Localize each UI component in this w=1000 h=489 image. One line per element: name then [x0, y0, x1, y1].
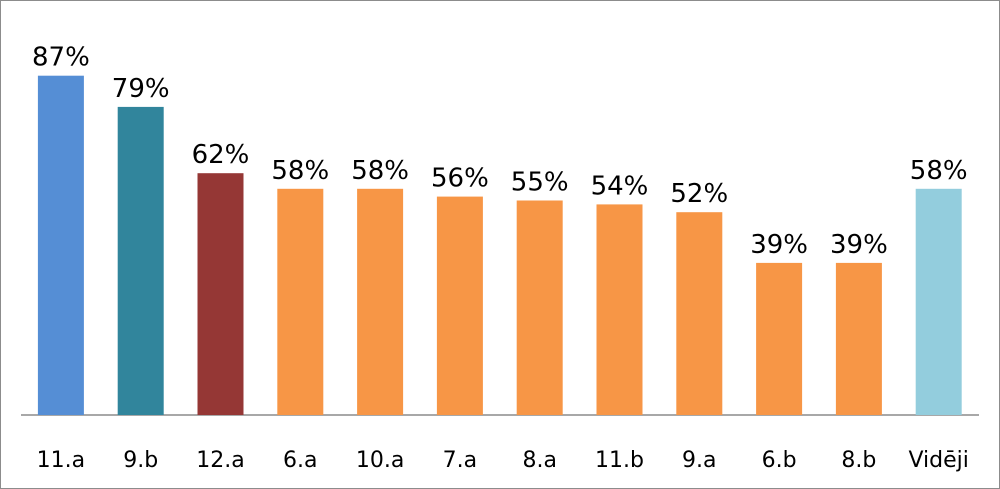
bar-9.a — [676, 212, 723, 415]
category-label-9.b: 9.b — [123, 448, 158, 473]
bar-11.b — [596, 204, 643, 415]
bar-7.a — [436, 196, 483, 415]
category-label-11.b: 11.b — [595, 448, 644, 473]
bar-10.a — [357, 188, 404, 415]
bars-group — [37, 75, 962, 416]
category-label-7.a: 7.a — [443, 448, 477, 473]
value-label-6.b: 39% — [750, 230, 808, 260]
value-label-11.a: 87% — [32, 43, 90, 73]
value-label-9.a: 52% — [670, 179, 728, 209]
value-label-11.b: 54% — [591, 171, 649, 201]
bar-6.b — [756, 262, 803, 415]
category-label-8.b: 8.b — [841, 448, 876, 473]
bar-6.a — [277, 188, 324, 415]
bar-11.a — [37, 75, 84, 415]
category-label-11.a: 11.a — [37, 448, 85, 473]
category-label-10.a: 10.a — [356, 448, 404, 473]
bar-8.b — [835, 262, 882, 415]
bar-12.a — [197, 173, 244, 415]
category-labels-group: 11.a 9.b 12.a 6.a 10.a 7.a 8.a 11.b 9.a 6.b 8.b Vid… — [37, 448, 969, 473]
value-labels-group: 87% 79% 62% 58% 58% 56% 55% 54% 52% 39% 39% 58% — [32, 43, 968, 260]
category-label-8.a: 8.a — [522, 448, 556, 473]
category-label-Vidēji: Vidēji — [908, 448, 968, 473]
category-label-6.b: 6.b — [762, 448, 797, 473]
value-label-6.a: 58% — [271, 156, 329, 186]
bar-Vidēji — [915, 188, 962, 415]
value-label-8.a: 55% — [511, 168, 569, 198]
value-label-8.b: 39% — [830, 230, 888, 260]
bar-8.a — [516, 200, 563, 415]
value-label-12.a: 62% — [192, 140, 250, 170]
category-label-6.a: 6.a — [283, 448, 317, 473]
bar-9.b — [117, 106, 164, 416]
value-label-10.a: 58% — [351, 156, 409, 186]
category-label-12.a: 12.a — [196, 448, 244, 473]
value-label-Vidēji: 58% — [910, 156, 968, 186]
value-label-7.a: 56% — [431, 164, 489, 194]
category-label-9.a: 9.a — [682, 448, 716, 473]
value-label-9.b: 79% — [112, 74, 170, 104]
